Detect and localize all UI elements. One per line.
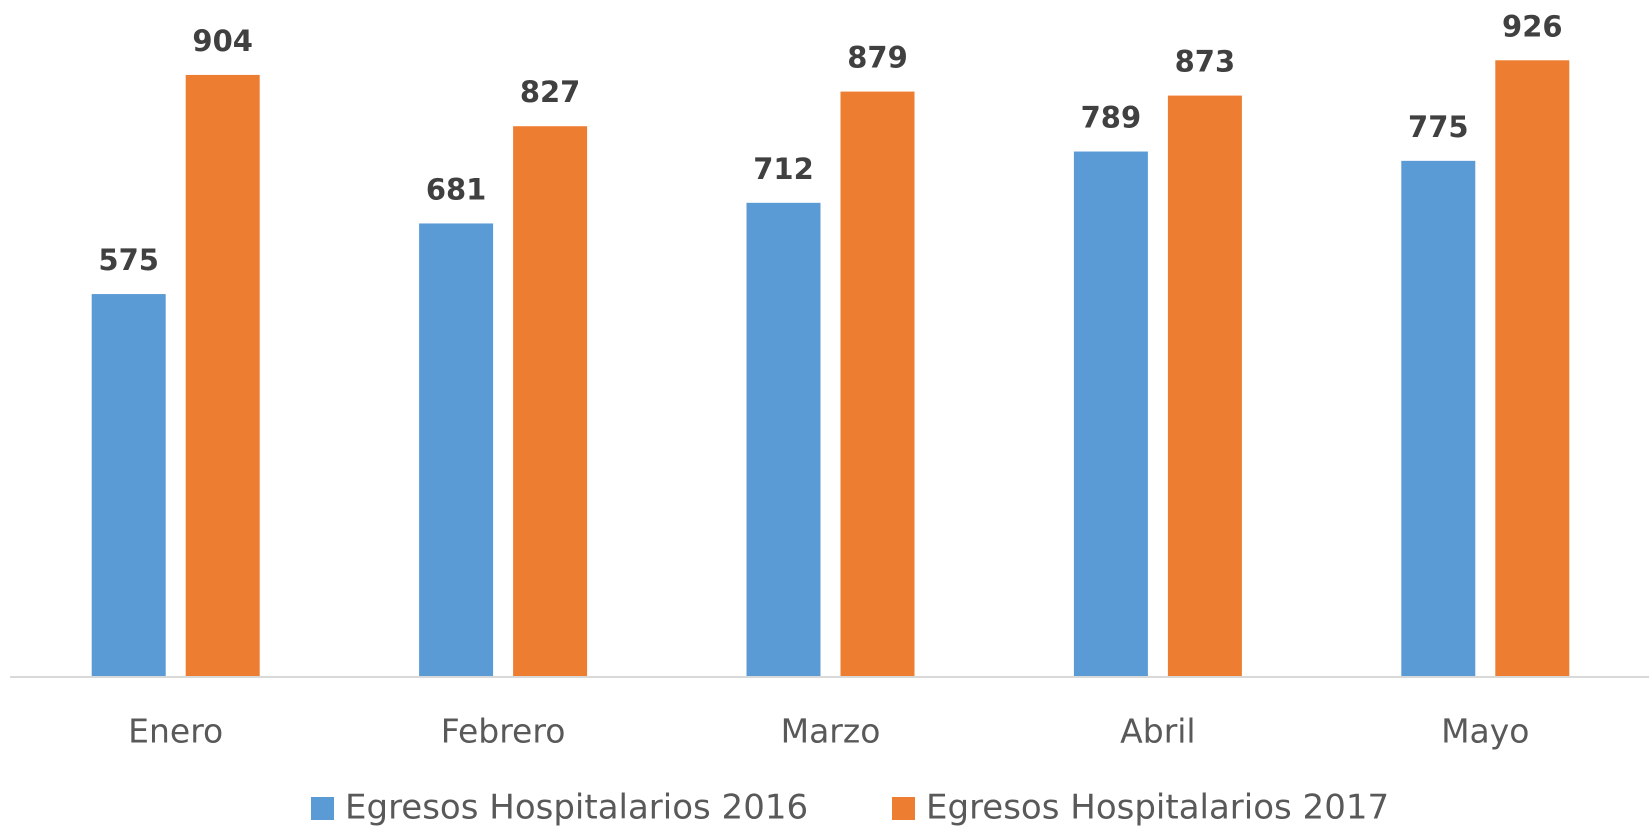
data-label: 712 [753,152,814,186]
x-tick-label: Febrero [441,712,566,751]
x-tick-label: Mayo [1441,712,1529,751]
x-tick-label: Enero [128,712,223,751]
bar [746,202,821,678]
data-label: 926 [1502,9,1563,43]
data-label: 827 [520,75,581,109]
data-label: 904 [192,24,253,58]
data-label: 879 [847,41,908,75]
bar [1495,60,1570,678]
legend-label: Egresos Hospitalarios 2017 [926,788,1389,828]
bar [1167,95,1242,677]
legend-swatch [892,797,915,820]
legend-label: Egresos Hospitalarios 2016 [345,788,808,828]
bar [91,294,166,677]
x-tick-label: Marzo [781,712,881,751]
bar [1073,151,1148,677]
data-label: 873 [1175,45,1236,79]
data-label: 575 [98,243,159,277]
bar [513,126,588,677]
data-label: 789 [1081,101,1142,135]
bar [419,223,494,678]
legend-swatch [311,797,334,820]
bar [185,74,260,678]
data-label: 681 [426,172,487,206]
bar [1401,160,1476,678]
bar [840,91,915,677]
x-tick-label: Abril [1120,712,1195,751]
data-label: 775 [1408,110,1469,144]
